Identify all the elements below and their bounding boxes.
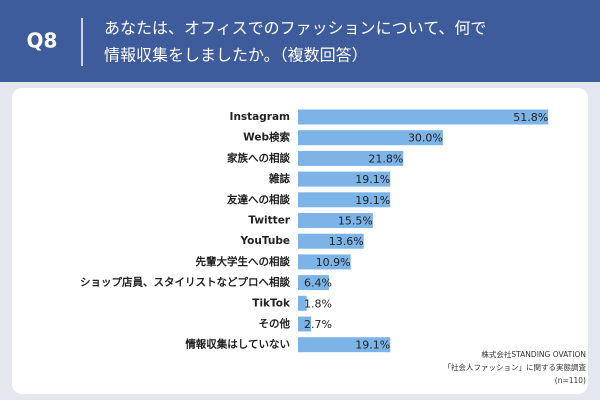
category-label: 友達への相談 xyxy=(226,193,290,206)
category-label: 家族への相談 xyxy=(227,151,290,164)
header-title: あなたは、オフィスでのファッションについて、何で xyxy=(104,19,486,38)
value-label: 51.8% xyxy=(513,111,548,124)
bar xyxy=(298,316,312,332)
bar xyxy=(298,109,549,125)
bar xyxy=(298,213,373,228)
source-note: (n=110) xyxy=(555,376,586,385)
value-label: 13.6% xyxy=(329,235,364,248)
bar xyxy=(298,192,391,208)
bar xyxy=(298,150,404,166)
bar xyxy=(298,130,443,146)
category-label: 先輩大学生への相談 xyxy=(196,255,291,268)
category-label: YouTube xyxy=(240,235,290,247)
bar xyxy=(298,275,329,291)
category-label: Twitter xyxy=(248,215,290,227)
bar xyxy=(298,233,364,249)
value-label: 19.1% xyxy=(355,339,390,352)
category-label: Web検索 xyxy=(243,131,290,144)
category-label: Instagram xyxy=(230,111,291,123)
source-note: 「社会人ファッション」に関する実態調査 xyxy=(444,362,587,372)
value-label: 2.7% xyxy=(304,318,332,331)
value-label: 21.8% xyxy=(368,152,403,165)
bar xyxy=(298,171,391,187)
value-label: 19.1% xyxy=(355,173,390,186)
category-label: TikTok xyxy=(252,297,291,309)
value-label: 6.4% xyxy=(304,277,332,290)
value-label: 10.9% xyxy=(316,256,351,269)
value-label: 19.1% xyxy=(355,194,390,207)
bar xyxy=(298,337,391,353)
bar xyxy=(298,254,351,270)
header-title: 情報収集をしましたか。（複数回答） xyxy=(104,46,368,65)
value-label: 1.8% xyxy=(304,297,332,310)
category-label: 雑誌 xyxy=(268,172,290,185)
bar xyxy=(298,295,307,311)
category-label: ショップ店員、スタイリストなどプロへ相談 xyxy=(80,276,290,289)
category-label: その他 xyxy=(259,317,291,330)
category-label: 情報収集はしていない xyxy=(185,338,290,351)
value-label: 15.5% xyxy=(338,215,373,228)
value-label: 30.0% xyxy=(408,132,443,145)
question-number: Q8 xyxy=(27,29,58,53)
header-band xyxy=(0,0,600,82)
source-note: 株式会社STANDING OVATION xyxy=(481,349,586,359)
